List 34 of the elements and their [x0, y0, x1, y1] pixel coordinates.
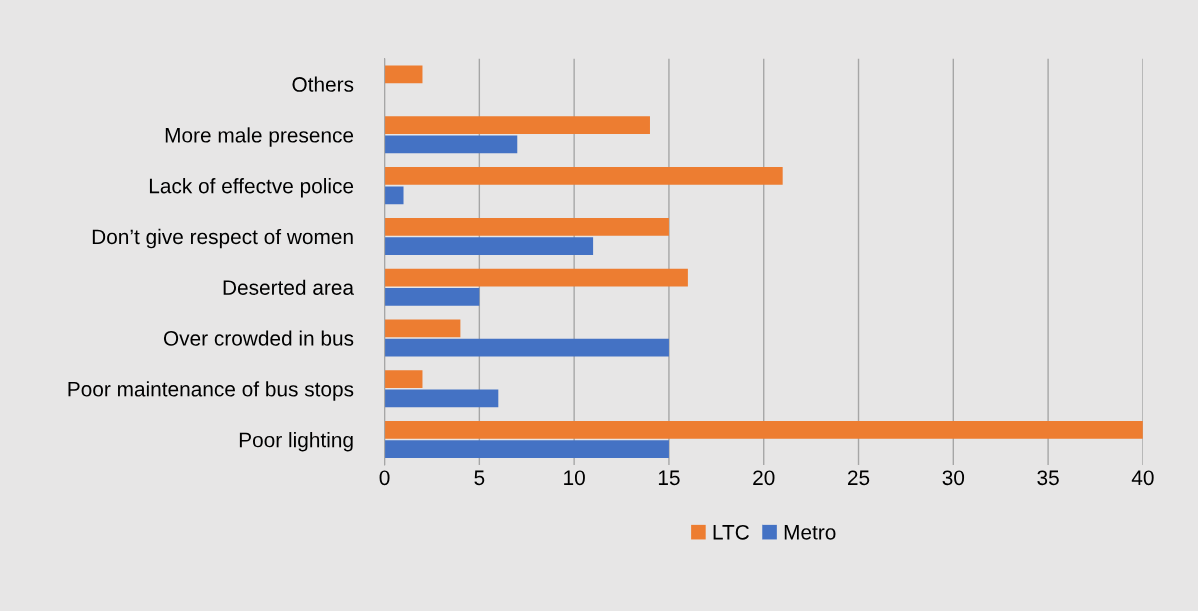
- bar: [384, 217, 669, 236]
- y-tick-label: More male presence: [165, 127, 354, 147]
- x-tick-label: 40: [1131, 470, 1154, 486]
- y-tick-label: Don’t give respect of women: [92, 228, 353, 249]
- x-tick-label: 30: [942, 470, 965, 486]
- y-tick-label: Poor lighting: [239, 432, 353, 452]
- x-tick-label: 15: [658, 470, 680, 486]
- y-tick-label: Poor maintenance of bus stops: [68, 381, 354, 401]
- x-tick-label: 20: [753, 470, 775, 486]
- y-tick-label: Deserted area: [223, 279, 355, 295]
- legend-label: Metro: [784, 525, 836, 540]
- bar: [384, 135, 518, 154]
- bar: [384, 319, 461, 338]
- y-tick-label: Lack of effectve police: [149, 178, 354, 198]
- bar: [384, 268, 688, 287]
- bar: [384, 287, 480, 306]
- bar: [384, 370, 423, 389]
- bar: [384, 167, 783, 185]
- bar: [384, 65, 423, 84]
- bar: [384, 440, 669, 459]
- x-tick-label: 25: [847, 470, 870, 486]
- bar: [384, 389, 499, 408]
- bar: [384, 116, 650, 135]
- y-tick-label: Others: [292, 76, 354, 92]
- legend-label: LTC: [713, 524, 749, 540]
- bar: [384, 338, 669, 357]
- y-tick-label: Over crowded in bus: [163, 330, 354, 346]
- x-tick-label: 35: [1037, 470, 1059, 486]
- bar: [384, 421, 1143, 439]
- x-tick-label: 10: [564, 470, 585, 486]
- x-tick-label: 0: [379, 470, 390, 486]
- bar: [384, 186, 404, 205]
- x-tick-label: 5: [474, 470, 485, 486]
- bar: [384, 237, 594, 255]
